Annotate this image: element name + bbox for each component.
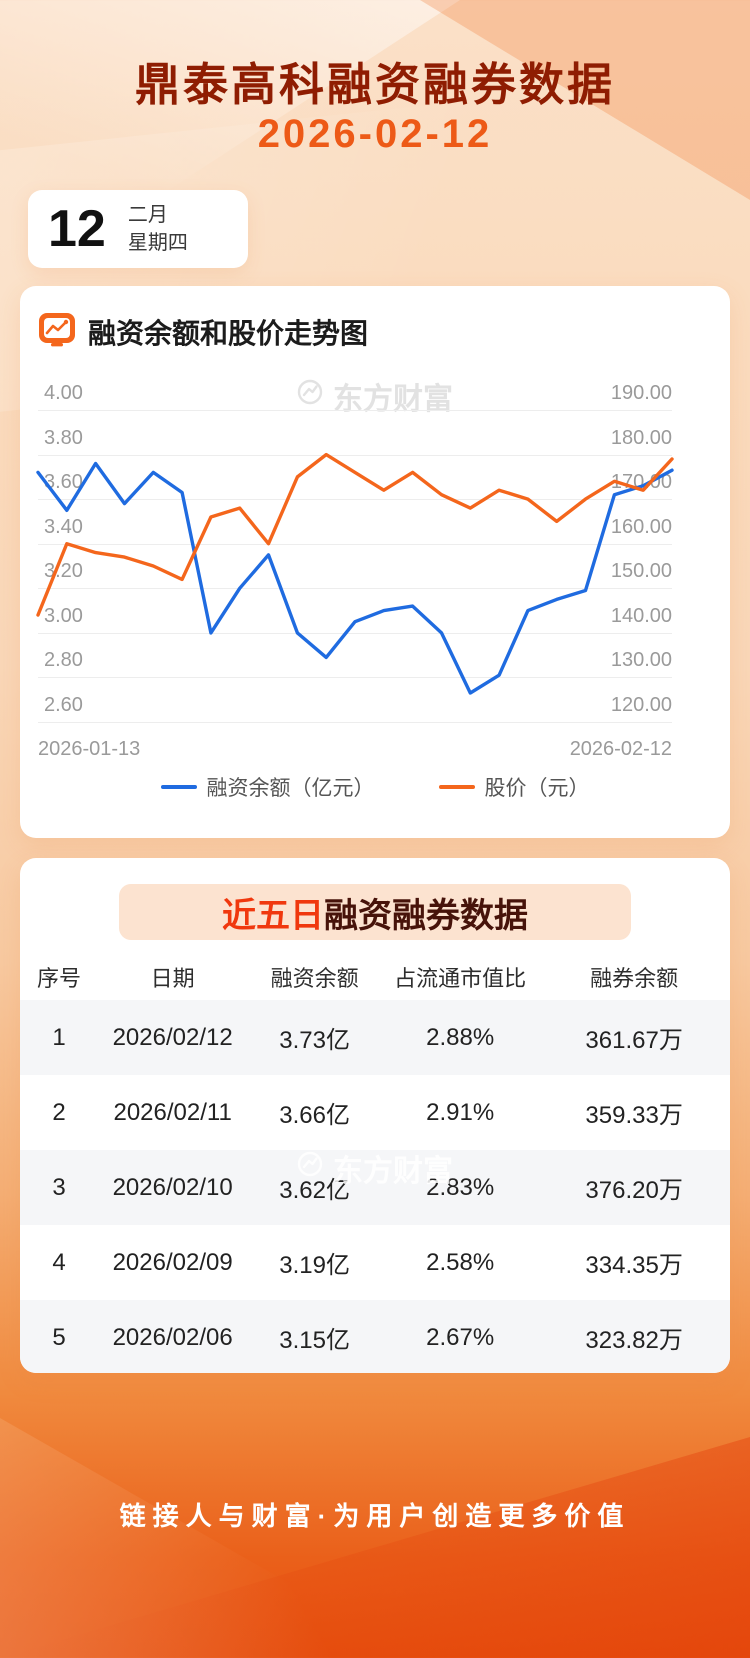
legend-label-margin-balance: 融资余额（亿元） (206, 777, 375, 800)
page-title: 鼎泰高科融资融券数据 (134, 59, 615, 110)
left-axis-tick: 2.60 (44, 694, 83, 716)
x-axis-start-label: 2026-01-13 (38, 738, 141, 760)
gridline (38, 632, 672, 634)
date-day: 12 (48, 200, 106, 258)
left-axis-tick: 3.00 (44, 604, 83, 627)
trend-chart-icon (38, 310, 76, 353)
chart-legend: 融资余额（亿元） 股价（元） (20, 772, 730, 802)
badge-highlight: 近五日 (222, 896, 324, 935)
table-cell: 5 (52, 1323, 66, 1351)
table-cell: 2.58% (426, 1248, 495, 1276)
series-margin-balance (36, 461, 674, 695)
table-row: 1 2026/02/12 3.73亿 2.88% 361.67万 (20, 1000, 730, 1075)
table-row: 2 2026/02/11 3.66亿 2.91% 359.33万 (20, 1075, 730, 1150)
chart-heading: 融资余额和股价走势图 (88, 317, 369, 349)
table-cell: 2026/02/12 (112, 1023, 233, 1051)
right-axis-tick: 150.00 (610, 560, 672, 583)
chart-series-layer (36, 452, 674, 695)
table-header-row: 序号 日期 融资余额 占流通市值比 融券余额 (20, 954, 730, 1000)
gridline (38, 410, 672, 411)
column-header: 占流通市值比 (394, 966, 527, 991)
gridline (38, 499, 672, 501)
table-row: 4 2026/02/09 3.19亿 2.58% 334.35万 (20, 1225, 730, 1300)
table-cell: 2026/02/11 (113, 1098, 232, 1126)
column-header: 日期 (150, 966, 195, 991)
right-axis-tick: 190.00 (610, 382, 672, 404)
table-cell: 3.19亿 (279, 1252, 350, 1279)
background-band-bottom-left (0, 1418, 420, 1658)
table-cell: 2026/02/06 (112, 1323, 233, 1351)
table-cell: 2.88% (426, 1023, 495, 1051)
left-axis-tick: 3.60 (44, 471, 83, 494)
table-row: 3 2026/02/10 3.62亿 2.83% 376.20万 (20, 1150, 730, 1225)
table-cell: 2.83% (426, 1173, 495, 1201)
legend-marker-margin-balance (160, 785, 197, 789)
table-cell: 4 (52, 1248, 66, 1276)
table-cell: 361.67万 (585, 1027, 683, 1054)
page-date: 2026-02-12 (257, 112, 493, 156)
right-axis-tick: 120.00 (610, 694, 672, 716)
right-axis-tick: 160.00 (610, 515, 672, 538)
date-month: 二月 (127, 204, 168, 226)
table-cell: 3 (52, 1173, 66, 1201)
table-cell: 2026/02/10 (112, 1173, 233, 1201)
eastmoney-logo-icon (297, 1151, 323, 1185)
watermark-text: 东方财富 (333, 1155, 453, 1188)
table-cell: 3.73亿 (279, 1027, 350, 1054)
table-cell: 3.66亿 (279, 1102, 350, 1129)
right-axis-tick: 180.00 (610, 426, 672, 449)
column-header: 序号 (37, 966, 82, 991)
chart-card: 融资余额和股价走势图 东方财富 4.00 190.00 3.80 180.00 3.60… (20, 286, 730, 838)
gridline (38, 588, 672, 590)
table-cell: 1 (52, 1023, 66, 1051)
table-cell: 3.15亿 (279, 1327, 350, 1354)
margin-data-table: 序号 日期 融资余额 占流通市值比 融券余额 1 2026/02/12 3.73亿 2.88% 3… (20, 954, 730, 1373)
table-cell: 3.62亿 (279, 1177, 350, 1204)
table-row: 5 2026/02/06 3.15亿 2.67% 323.82万 (20, 1300, 730, 1373)
gridline (38, 543, 672, 545)
watermark-eastmoney: 东方财富 (20, 1146, 730, 1190)
legend-marker-stock-price (438, 785, 475, 789)
left-axis-tick: 4.00 (44, 382, 83, 404)
gridline (38, 454, 672, 456)
table-title-badge: 近五日 融资融券数据 (119, 884, 631, 940)
table-cell: 359.33万 (585, 1102, 683, 1129)
table-cell: 2026/02/09 (112, 1248, 233, 1276)
legend-label-stock-price: 股价（元） (484, 777, 590, 800)
table-cell: 334.35万 (585, 1252, 683, 1279)
line-chart: 4.00 190.00 3.80 180.00 3.60 170.00 3.40 160.00… (36, 382, 674, 723)
footer-slogan: 链接人与财富·为用户创造更多价值 (119, 1501, 631, 1531)
eastmoney-logo-icon (297, 379, 323, 413)
table-cell: 2.91% (426, 1098, 495, 1126)
table-cell: 323.82万 (585, 1327, 683, 1354)
date-card: 12 二月 星期四 (28, 190, 248, 268)
table-cell: 2.67% (426, 1323, 495, 1351)
gridline (38, 722, 672, 723)
badge-rest: 融资融券数据 (324, 896, 528, 935)
column-header: 融资余额 (270, 966, 359, 991)
right-axis-tick: 130.00 (610, 649, 672, 672)
series-stock-price (36, 452, 674, 617)
gridline (38, 677, 672, 679)
left-axis-tick: 2.80 (44, 649, 83, 672)
left-axis-tick: 3.80 (44, 426, 83, 449)
table-cell: 2 (52, 1098, 66, 1126)
column-header: 融券余额 (590, 966, 679, 991)
date-weekday: 星期四 (127, 232, 188, 254)
table-card: 近五日 融资融券数据 序号 日期 融资余额 占流通市值比 融券余额 1 2026/02/12 3… (20, 858, 730, 1373)
left-axis-tick: 3.40 (44, 515, 83, 538)
table-cell: 376.20万 (585, 1177, 683, 1204)
x-axis-end-label: 2026-02-12 (569, 738, 672, 760)
right-axis-tick: 140.00 (610, 604, 672, 627)
